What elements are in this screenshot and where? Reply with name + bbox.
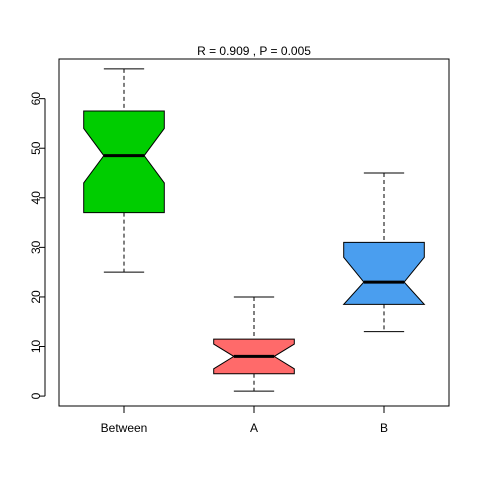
y-tick-label: 40	[29, 191, 43, 205]
y-tick-label: 10	[29, 340, 43, 354]
box-between	[83, 110, 165, 214]
x-tick-label: Between	[101, 421, 148, 435]
y-tick-label: 20	[29, 290, 43, 304]
y-tick-label: 30	[29, 240, 43, 254]
y-tick-label: 0	[29, 392, 43, 399]
x-tick-label: A	[250, 421, 258, 435]
x-tick-label: B	[380, 421, 388, 435]
chart-title: R = 0.909 , P = 0.005	[197, 44, 311, 58]
y-tick-label: 50	[29, 141, 43, 155]
box-b	[342, 241, 426, 305]
y-tick-label: 60	[29, 92, 43, 106]
